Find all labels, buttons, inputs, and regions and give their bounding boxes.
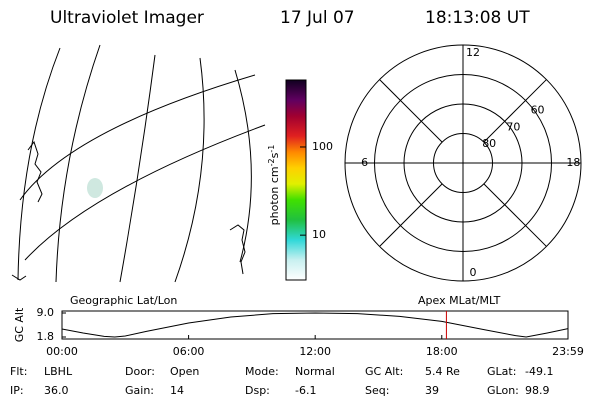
lat-label: 70 (506, 120, 520, 133)
y-tick-label: 9.0 (37, 306, 55, 319)
info-value: 5.4 Re (425, 365, 460, 378)
unit: photon cm (268, 166, 281, 225)
altitude-line (61, 312, 569, 338)
info-label: Seq: (365, 384, 389, 397)
info-label: Dsp: (245, 384, 270, 397)
title: Ultraviolet Imager (50, 8, 204, 28)
info-value: Open (170, 365, 199, 378)
info-label: IP: (10, 384, 24, 397)
right-label: Apex MLat/MLT (418, 294, 501, 307)
meridian (483, 183, 547, 247)
info-label: GLon: (487, 384, 519, 397)
map-panel (11, 44, 266, 283)
info-value: -49.1 (525, 365, 553, 378)
y-tick-label: 1.8 (37, 330, 55, 343)
exponent: -1 (267, 145, 276, 153)
info-label: GC Alt: (365, 365, 403, 378)
info-value: Normal (295, 365, 335, 378)
info-label: Door: (125, 365, 155, 378)
x-tick-label: 23:59 (552, 345, 584, 358)
meridian (379, 79, 443, 143)
meridian (483, 79, 547, 143)
x-tick-label: 00:00 (46, 345, 78, 358)
info-value: LBHL (44, 365, 73, 378)
lat-label: 60 (531, 104, 545, 117)
unit: s (268, 152, 281, 158)
meridian (379, 183, 443, 247)
colorbar-label: photon cm-2s-1 (267, 145, 282, 226)
info-value: 39 (425, 384, 439, 397)
plot-frame (61, 310, 569, 340)
colorbar-tick-label: 10 (312, 228, 326, 241)
footer: Flt: LBHL Door: Open Mode: Normal GC Alt: 5.4 R… (10, 365, 553, 397)
mlt-label: 12 (466, 46, 480, 59)
info-label: GLat: (487, 365, 516, 378)
altitude-chart: GC Alt Geographic Lat/Lon Apex MLat/MLT … (13, 294, 584, 358)
info-value: 14 (170, 384, 184, 397)
colorbar-scale (285, 79, 307, 281)
x-tick-label: 18:00 (426, 345, 458, 358)
info-label: Gain: (125, 384, 154, 397)
mlt-label: 18 (566, 156, 580, 169)
y-axis-label: GC Alt (13, 307, 26, 342)
info-value: -6.1 (295, 384, 316, 397)
info-value: 36.0 (44, 384, 69, 397)
mlt-label: 6 (361, 156, 368, 169)
info-label: Mode: (245, 365, 279, 378)
info-label: Flt: (10, 365, 27, 378)
x-tick-label: 12:00 (299, 345, 331, 358)
emission-patch (87, 178, 103, 198)
x-tick-label: 06:00 (173, 345, 205, 358)
colorbar-tick-label: 100 (312, 140, 333, 153)
time: 18:13:08 UT (425, 8, 530, 28)
left-label: Geographic Lat/Lon (70, 294, 177, 307)
lat-label: 80 (482, 137, 496, 150)
info-value: 98.9 (525, 384, 550, 397)
exponent: -2 (267, 158, 276, 166)
date: 17 Jul 07 (280, 8, 355, 28)
mlt-label: 0 (470, 266, 477, 279)
colorbar: photon cm-2s-1 10 100 (267, 79, 333, 281)
